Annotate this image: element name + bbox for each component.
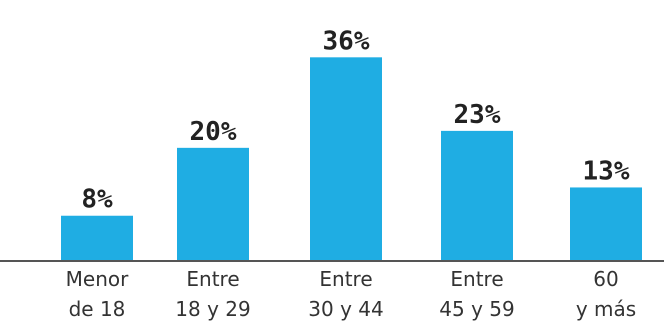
x-tick-label-3-line-1: 45 y 59 — [439, 297, 514, 321]
data-label-4: 13% — [583, 156, 630, 186]
data-label-3: 23% — [454, 100, 501, 130]
x-tick-label-3-line-0: Entre — [450, 267, 503, 291]
bar-1 — [177, 147, 249, 261]
bars-group — [61, 57, 642, 261]
x-tick-label-2-line-1: 30 y 44 — [308, 297, 383, 321]
x-tick-label-4-line-1: y más — [576, 297, 636, 321]
data-label-1: 20% — [190, 117, 237, 147]
x-tick-label-0-line-1: de 18 — [69, 297, 126, 321]
x-tick-label-1-line-0: Entre — [186, 267, 239, 291]
data-label-0: 8% — [81, 185, 113, 215]
x-tick-label-2-line-0: Entre — [319, 267, 372, 291]
data-label-2: 36% — [323, 26, 370, 56]
x-tick-label-1-line-1: 18 y 29 — [175, 297, 250, 321]
x-tick-labels-group: Menor de 18 Entre 18 y 29 Entre 30 y 44 Entre 4… — [66, 267, 637, 321]
bar-3 — [441, 130, 513, 261]
bar-2 — [310, 57, 382, 261]
bar-0 — [61, 215, 133, 261]
data-labels-group: 8% 20% 36% 23% 13% — [81, 26, 629, 214]
x-tick-label-4-line-0: 60 — [593, 267, 618, 291]
bar-4 — [570, 187, 642, 261]
x-tick-label-0-line-0: Menor — [66, 267, 129, 291]
